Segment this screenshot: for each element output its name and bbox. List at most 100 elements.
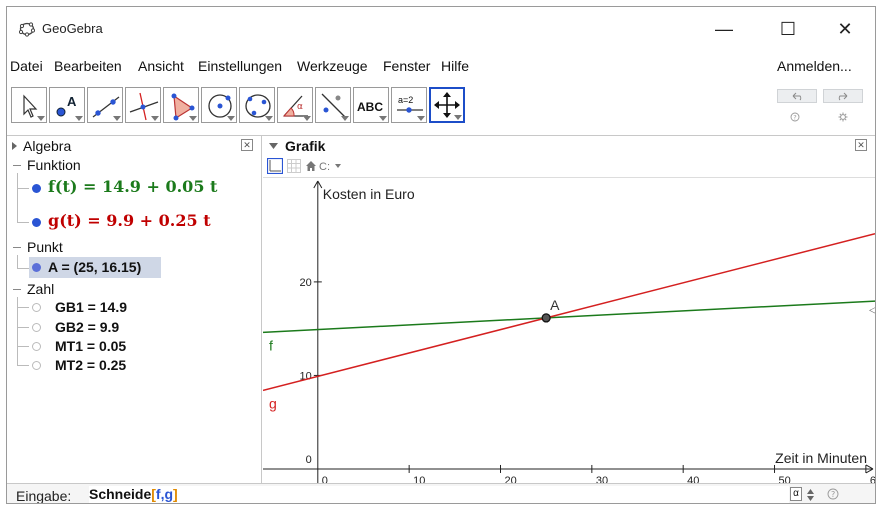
x-tick-label-50: 50 [779, 475, 791, 483]
minimize-button[interactable]: — [701, 13, 747, 45]
menu-hilfe[interactable]: Hilfe [441, 58, 470, 74]
menu-fenster[interactable]: Fenster [383, 58, 431, 74]
x-tick-label-20: 20 [504, 475, 516, 483]
point-capture-dropdown-icon[interactable]: C: [319, 160, 343, 172]
y-tick-label-20: 20 [300, 277, 312, 289]
collapse-funktion-icon[interactable] [13, 165, 21, 166]
maximize-button[interactable]: ☐ [765, 13, 811, 45]
number-gb1[interactable]: GB1 = 14.9 [55, 299, 127, 315]
x-tick-label-30: 30 [596, 475, 608, 483]
command-input[interactable]: Schneide[f,g] [89, 486, 789, 503]
expand-arrow-icon[interactable] [11, 141, 19, 151]
close-icon: ✕ [837, 18, 853, 39]
text-tool[interactable]: ABC [353, 87, 389, 123]
settings-gear-icon[interactable] [838, 112, 848, 122]
svg-text:C:: C: [319, 161, 330, 172]
number-mt2[interactable]: MT2 = 0.25 [55, 357, 127, 373]
line-tool-icon [92, 96, 120, 118]
visibility-toggle-mt1[interactable] [32, 342, 41, 351]
algebra-title: Algebra [23, 138, 72, 154]
side-panel-arrow-icon[interactable]: ◁ [869, 305, 876, 316]
visibility-toggle-gb1[interactable] [32, 303, 41, 312]
graphics-style-bar: C: [263, 156, 875, 178]
tree-line [17, 188, 29, 189]
number-mt1[interactable]: MT1 = 0.05 [55, 338, 127, 354]
point-tool[interactable]: A [49, 87, 85, 123]
toolbar-divider [7, 135, 875, 136]
graphics-view: Grafik ✕ C: 010203040506001020Zeit in Mi… [263, 136, 875, 483]
collapse-arrow-icon[interactable] [269, 143, 278, 150]
menu-werkzeuge[interactable]: Werkzeuge [297, 58, 368, 74]
maximize-icon: ☐ [779, 18, 797, 39]
algebra-header: Algebra ✕ [7, 136, 262, 156]
geogebra-window: GeoGebra — ☐ ✕ Datei Bearbeiten Ansicht … [6, 6, 876, 504]
input-bar: Eingabe: Schneide[f,g] α ? [7, 483, 875, 503]
conic-tool-icon [245, 94, 271, 118]
home-icon[interactable] [305, 160, 317, 172]
tree-line [17, 297, 18, 365]
reflect-tool-icon [321, 93, 347, 119]
move-tool[interactable] [11, 87, 47, 123]
input-help-icon[interactable]: ? [827, 488, 839, 500]
move-view-tool[interactable] [429, 87, 465, 123]
visibility-toggle-f[interactable] [32, 184, 41, 193]
grid-toggle-icon[interactable] [287, 159, 301, 173]
redo-button[interactable] [823, 89, 863, 103]
menu-ansicht[interactable]: Ansicht [138, 58, 184, 74]
move-tool-icon [23, 94, 38, 118]
minimize-icon: — [715, 18, 733, 39]
group-punkt[interactable]: Punkt [27, 239, 63, 255]
collapse-zahl-icon[interactable] [13, 289, 21, 290]
graphics-header: Grafik ✕ [263, 136, 875, 156]
coordinate-plot[interactable]: 010203040506001020Zeit in MinutenKosten … [263, 179, 875, 483]
x-axis-label: Zeit in Minuten [775, 450, 867, 466]
y-tick-label-0: 0 [306, 454, 312, 466]
function-g[interactable]: g(t) = 9.9 + 0.25 t [48, 211, 211, 230]
number-gb2[interactable]: GB2 = 9.9 [55, 319, 120, 335]
algebra-view: Algebra ✕ Funktion f(t) = 14.9 + 0.05 t … [7, 136, 262, 483]
algebra-close-icon[interactable]: ✕ [241, 139, 253, 151]
slider-tool-icon: a=2 [397, 95, 423, 113]
polygon-tool-icon [171, 93, 195, 121]
visibility-toggle-gb2[interactable] [32, 323, 41, 332]
input-arg1: f [155, 486, 161, 502]
x-tick-label-0: 0 [322, 475, 328, 483]
svg-text:?: ? [793, 114, 796, 122]
graphics-close-icon[interactable]: ✕ [855, 139, 867, 151]
input-spinner-icon[interactable] [807, 489, 814, 501]
point-a[interactable]: A = (25, 16.15) [48, 259, 142, 275]
menu-datei[interactable]: Datei [10, 58, 43, 74]
help-icon[interactable]: ? [790, 112, 800, 122]
menu-einstellungen[interactable]: Einstellungen [198, 58, 283, 74]
group-zahl[interactable]: Zahl [27, 281, 55, 297]
angle-tool[interactable]: α [277, 87, 313, 123]
input-comma: , [160, 486, 165, 502]
tree-line [17, 365, 29, 366]
line-tool[interactable] [87, 87, 123, 123]
slider-tool[interactable]: a=2 [391, 87, 427, 123]
circle-tool[interactable] [201, 87, 237, 123]
visibility-toggle-mt2[interactable] [32, 361, 41, 370]
alpha-symbol-button[interactable]: α [790, 487, 802, 501]
function-f[interactable]: f(t) = 14.9 + 0.05 t [48, 177, 218, 196]
tree-line [17, 327, 29, 328]
conic-tool[interactable] [239, 87, 275, 123]
close-button[interactable]: ✕ [822, 13, 868, 45]
visibility-toggle-g[interactable] [32, 218, 41, 227]
undo-button[interactable] [777, 89, 817, 103]
text-tool-icon: ABC [357, 100, 383, 114]
menu-bearbeiten[interactable]: Bearbeiten [54, 58, 122, 74]
axes-toggle-icon[interactable] [267, 158, 283, 174]
title-bar: GeoGebra — ☐ ✕ [7, 7, 875, 51]
visibility-toggle-a[interactable] [32, 263, 41, 272]
perpendicular-tool[interactable] [125, 87, 161, 123]
y-axis-label: Kosten in Euro [323, 186, 415, 202]
polygon-tool[interactable] [163, 87, 199, 123]
reflect-tool[interactable] [315, 87, 351, 123]
perpendicular-tool-icon [129, 92, 159, 121]
slider-tool-label: a=2 [398, 95, 413, 105]
collapse-punkt-icon[interactable] [13, 247, 21, 248]
group-funktion[interactable]: Funktion [27, 157, 81, 173]
point-label-A: A [550, 297, 560, 313]
login-link[interactable]: Anmelden... [777, 58, 852, 74]
